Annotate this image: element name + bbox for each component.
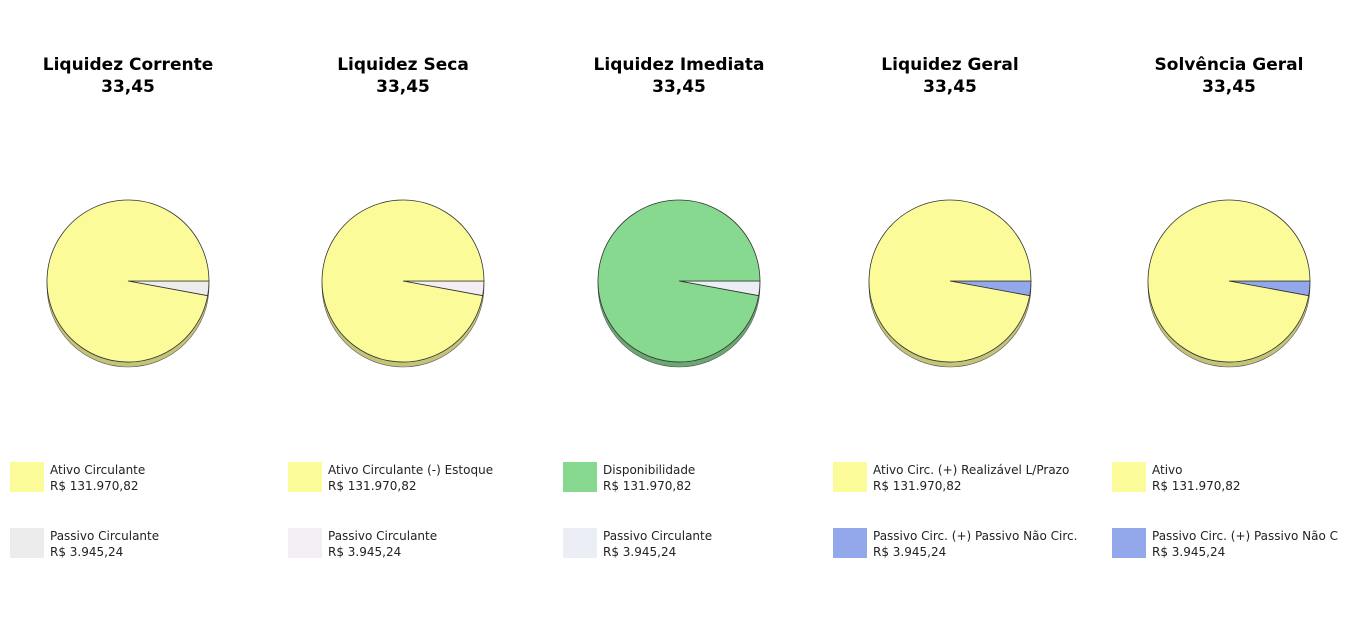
chart-title-block: Liquidez Imediata 33,45 <box>549 54 809 98</box>
legend-value: R$ 3.945,24 <box>873 545 947 559</box>
legend-text: Passivo Circulante R$ 3.945,24 <box>328 528 437 560</box>
legend-text: Ativo Circ. (+) Realizável L/Prazo R$ 131… <box>873 462 1069 494</box>
legend-value: R$ 3.945,24 <box>50 545 124 559</box>
chart-title: Liquidez Corrente <box>42 55 214 75</box>
pie-chart <box>868 199 1032 368</box>
legend-text: Passivo Circ. (+) Passivo Não C R$ 3.945,… <box>1152 528 1338 560</box>
pie-slice-asset <box>46 199 210 363</box>
legend-swatch <box>1112 528 1146 558</box>
legend-value: R$ 131.970,82 <box>603 479 692 493</box>
pie-slice-asset <box>597 199 761 363</box>
chart-panel: Liquidez Seca 33,45 <box>272 0 532 643</box>
legend-label: Ativo Circ. (+) Realizável L/Prazo <box>873 463 1070 477</box>
chart-title: Liquidez Seca <box>337 55 469 75</box>
legend-swatch <box>10 462 44 492</box>
chart-title: Liquidez Geral <box>881 55 1019 75</box>
chart-subtitle: 33,45 <box>652 77 706 97</box>
chart-panel: Liquidez Corrente 33,45 <box>0 0 260 643</box>
legend-swatch <box>563 462 597 492</box>
chart-panel: Liquidez Geral 33,45 <box>820 0 1090 643</box>
legend-label: Ativo Circulante (-) Estoque <box>328 463 494 477</box>
pie-slice-asset <box>868 199 1032 363</box>
legend-value: R$ 131.970,82 <box>328 479 417 493</box>
chart-subtitle: 33,45 <box>923 77 977 97</box>
legend-item: Passivo Circulante R$ 3.945,24 <box>563 528 712 560</box>
pie-slice-asset <box>1147 199 1311 363</box>
legend-item: Ativo R$ 131.970,82 <box>1112 462 1241 494</box>
chart-title-block: Liquidez Seca 33,45 <box>273 54 533 98</box>
chart-title-block: Liquidez Geral 33,45 <box>820 54 1080 98</box>
chart-title: Solvência Geral <box>1154 55 1304 75</box>
legend-text: Ativo Circulante (-) Estoque R$ 131.970,8… <box>328 462 493 494</box>
chart-panel: Liquidez Imediata 33,45 <box>548 0 808 643</box>
legend-label: Passivo Circulante <box>328 529 438 543</box>
legend-text: Passivo Circ. (+) Passivo Não Circ. R$ 3.… <box>873 528 1077 560</box>
legend-text: Ativo R$ 131.970,82 <box>1152 462 1241 494</box>
legend-value: R$ 131.970,82 <box>50 479 139 493</box>
pie-chart <box>1147 199 1311 368</box>
pie-chart <box>597 199 761 368</box>
legend-text: Ativo Circulante R$ 131.970,82 <box>50 462 145 494</box>
chart-title-block: Solvência Geral 33,45 <box>1099 54 1359 98</box>
chart-subtitle: 33,45 <box>1202 77 1256 97</box>
legend-text: Passivo Circulante R$ 3.945,24 <box>50 528 159 560</box>
legend-item: Passivo Circulante R$ 3.945,24 <box>10 528 159 560</box>
legend-value: R$ 3.945,24 <box>603 545 677 559</box>
legend-value: R$ 3.945,24 <box>328 545 402 559</box>
legend-item: Passivo Circulante R$ 3.945,24 <box>288 528 437 560</box>
legend-label: Passivo Circ. (+) Passivo Não C <box>1152 529 1338 543</box>
legend-item: Passivo Circ. (+) Passivo Não Circ. R$ 3.… <box>833 528 1077 560</box>
legend-label: Passivo Circulante <box>603 529 713 543</box>
legend-swatch <box>10 528 44 558</box>
legend-label: Passivo Circulante <box>50 529 160 543</box>
legend-swatch <box>1112 462 1146 492</box>
chart-subtitle: 33,45 <box>376 77 430 97</box>
legend-text: Disponibilidade R$ 131.970,82 <box>603 462 695 494</box>
chart-title-block: Liquidez Corrente 33,45 <box>0 54 258 98</box>
chart-title: Liquidez Imediata <box>593 55 765 75</box>
legend-swatch <box>563 528 597 558</box>
chart-panel: Solvência Geral 33,45 <box>1100 0 1367 643</box>
pie-chart <box>46 199 210 368</box>
chart-subtitle: 33,45 <box>101 77 155 97</box>
pie-chart <box>321 199 485 368</box>
legend-item: Disponibilidade R$ 131.970,82 <box>563 462 695 494</box>
legend-value: R$ 3.945,24 <box>1152 545 1226 559</box>
legend-item: Ativo Circulante (-) Estoque R$ 131.970,8… <box>288 462 493 494</box>
legend-swatch <box>288 528 322 558</box>
legend-item: Passivo Circ. (+) Passivo Não C R$ 3.945,… <box>1112 528 1338 560</box>
legend-text: Passivo Circulante R$ 3.945,24 <box>603 528 712 560</box>
legend-value: R$ 131.970,82 <box>873 479 962 493</box>
legend-item: Ativo Circulante R$ 131.970,82 <box>10 462 145 494</box>
legend-label: Passivo Circ. (+) Passivo Não Circ. <box>873 529 1078 543</box>
legend-label: Ativo Circulante <box>50 463 146 477</box>
legend-value: R$ 131.970,82 <box>1152 479 1241 493</box>
legend-swatch <box>833 462 867 492</box>
legend-label: Disponibilidade <box>603 463 696 477</box>
legend-label: Ativo <box>1152 463 1183 477</box>
legend-swatch <box>833 528 867 558</box>
legend-item: Ativo Circ. (+) Realizável L/Prazo R$ 131… <box>833 462 1069 494</box>
pie-slice-asset <box>321 199 485 363</box>
legend-swatch <box>288 462 322 492</box>
